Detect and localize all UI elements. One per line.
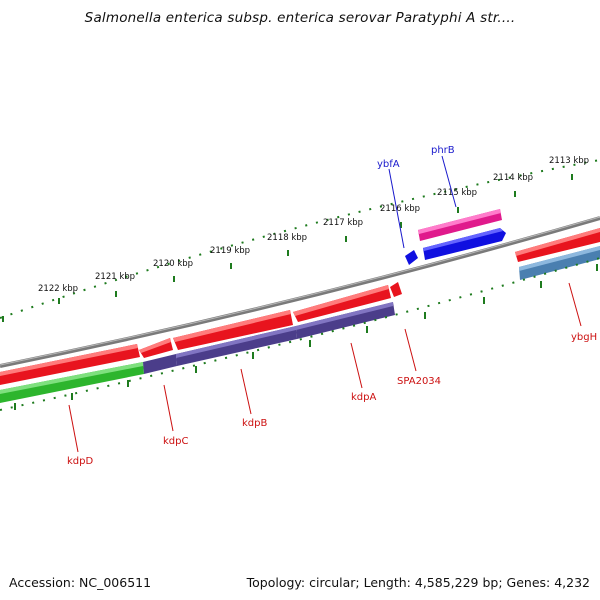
gene-label-ybfA[interactable]: ybfA	[377, 159, 400, 170]
gene-ybgH-rna-highlight	[519, 246, 600, 271]
gene-label-kdpB[interactable]: kdpB	[242, 418, 267, 429]
kbp-label: 2114 kbp	[493, 173, 533, 183]
leader-line-phrB	[441, 155, 457, 208]
leader-line-ybfA	[388, 168, 405, 249]
reverse-gene-labels: kdpD kdpC kdpB kdpA SPA2034 ybgH	[67, 282, 597, 467]
kbp-label: 2120 kbp	[153, 259, 193, 269]
gene-phrB-upper-highlight	[418, 209, 501, 234]
kbp-label: 2122 kbp	[38, 284, 78, 294]
kbp-label: 2115 kbp	[437, 188, 477, 198]
accession-text: Accession: NC_006511	[9, 575, 152, 590]
leader-line-kdpD	[68, 404, 79, 453]
gene-phrB-lower-arrow[interactable]	[423, 228, 506, 260]
gene-phrB-lower-highlight	[423, 228, 503, 251]
gene-label-SPA2034[interactable]: SPA2034	[397, 376, 441, 387]
outer-tick-track	[0, 159, 600, 322]
leader-line-ybgH	[568, 282, 582, 327]
gene-kdpC-rna[interactable]	[143, 354, 177, 374]
kbp-labels: 2122 kbp 2121 kbp 2120 kbp 2119 kbp 2118…	[38, 156, 589, 294]
gene-kdpD-rna-highlight	[0, 362, 143, 394]
genome-summary-text: Topology: circular; Length: 4,585,229 bp…	[246, 575, 590, 590]
kbp-label: 2121 kbp	[95, 272, 135, 282]
gene-label-ybgH[interactable]: ybgH	[571, 332, 597, 343]
gene-kdpC-cds-highlight	[139, 338, 171, 353]
kbp-label: 2113 kbp	[549, 156, 589, 166]
leader-line-kdpB	[240, 368, 252, 415]
gene-ybgH-highlight	[515, 228, 600, 256]
gene-ybfA-arrow[interactable]	[405, 250, 418, 265]
leader-line-kdpC	[163, 384, 174, 432]
gene-kdpB-rna-highlight	[176, 326, 296, 358]
reverse-cds-track	[0, 282, 402, 385]
genome-backbone-shine	[0, 216, 600, 366]
inner-tick-track	[0, 257, 600, 411]
map-title: Salmonella enterica subsp. enterica sero…	[84, 10, 516, 26]
inner-tick-dots	[0, 257, 600, 411]
gene-SPA2034-cds[interactable]	[390, 282, 402, 297]
forward-strand-features	[405, 209, 600, 265]
gene-label-kdpC[interactable]: kdpC	[163, 436, 188, 447]
gene-kdpB-cds-highlight	[173, 310, 291, 342]
gene-label-kdpD[interactable]: kdpD	[67, 456, 93, 467]
gene-kdpA-rna-highlight	[296, 302, 393, 330]
kbp-label: 2117 kbp	[323, 218, 363, 228]
gene-kdpD-cds-highlight	[0, 344, 138, 376]
gene-label-phrB[interactable]: phrB	[431, 145, 455, 156]
outer-tick-dots	[0, 159, 600, 319]
kbp-label: 2116 kbp	[380, 204, 420, 214]
gene-label-kdpA[interactable]: kdpA	[351, 392, 376, 403]
reverse-rna-track	[0, 246, 600, 403]
forward-gene-labels: ybfA phrB	[377, 145, 457, 249]
gene-kdpA-cds-highlight	[293, 285, 389, 316]
kbp-label: 2118 kbp	[267, 233, 307, 243]
leader-line-kdpA	[350, 342, 363, 389]
leader-line-SPA2034	[404, 328, 417, 372]
kbp-label: 2119 kbp	[210, 246, 250, 256]
genome-backbone	[0, 216, 600, 368]
